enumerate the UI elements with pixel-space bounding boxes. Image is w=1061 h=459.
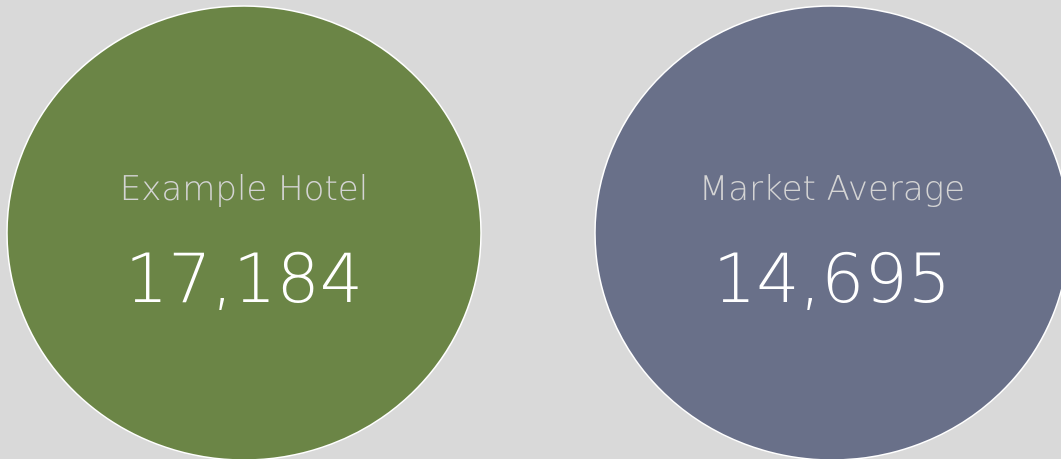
card-value: 14,695 [713,240,951,319]
card-value: 17,184 [125,240,363,319]
circle [6,5,482,459]
card-label: Example Hotel [120,169,368,209]
circle [594,5,1061,459]
card-label: Market Average [699,169,965,209]
